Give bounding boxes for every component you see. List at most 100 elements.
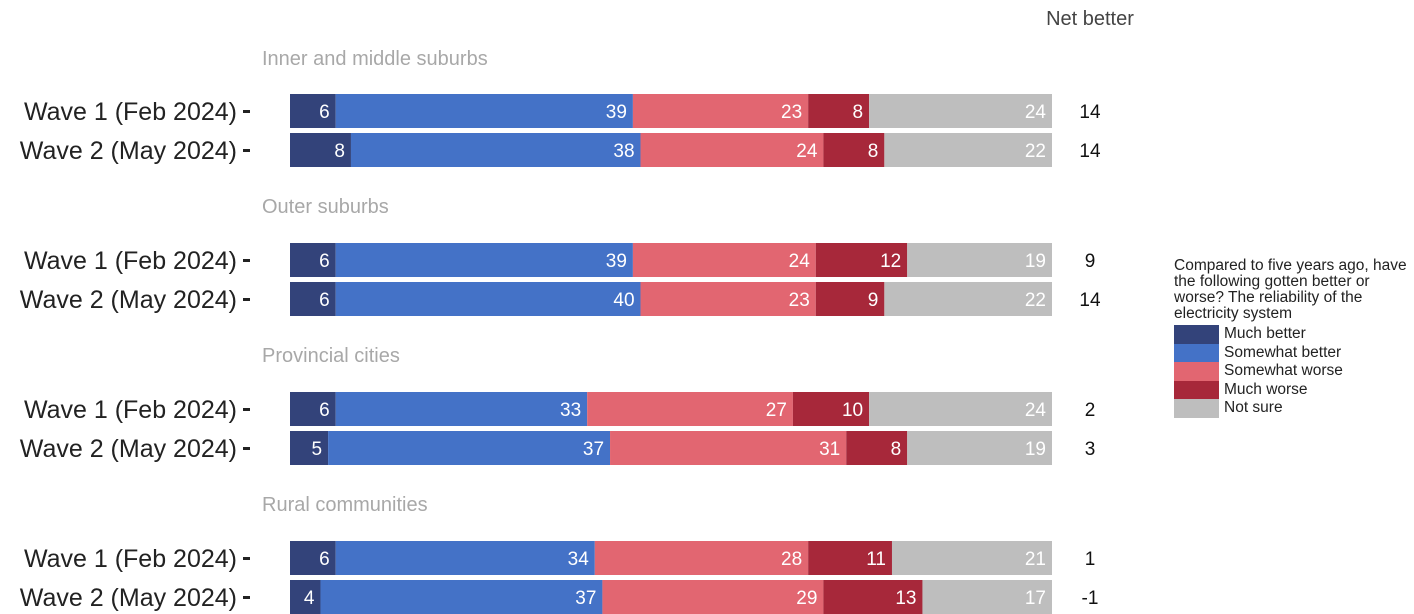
row-label: Wave 2 (May 2024) xyxy=(20,435,237,463)
bar-segment xyxy=(335,282,641,316)
bar-segment xyxy=(290,94,336,128)
segment-value-label: 27 xyxy=(766,400,787,421)
bar-segment xyxy=(884,282,1052,316)
bar-segment xyxy=(922,580,1052,614)
row-label: Wave 1 (Feb 2024) xyxy=(24,247,237,275)
axis-tick xyxy=(243,110,250,113)
legend-title: Compared to five years ago, have the fol… xyxy=(1174,257,1407,322)
legend-swatch xyxy=(1174,362,1219,381)
segment-value-label: 13 xyxy=(895,588,916,609)
row-label: Wave 1 (Feb 2024) xyxy=(24,396,237,424)
legend-item: Somewhat better xyxy=(1174,343,1409,362)
bar-segment xyxy=(815,282,885,316)
segment-value-label: 8 xyxy=(891,439,902,460)
bar-segment xyxy=(328,431,611,465)
bar-segment xyxy=(335,541,595,575)
net-better-value: 14 xyxy=(1079,102,1101,123)
segment-value-label: 4 xyxy=(304,588,315,609)
segment-value-label: 6 xyxy=(319,102,330,123)
segment-value-label: 21 xyxy=(1025,549,1046,570)
segment-value-label: 10 xyxy=(842,400,863,421)
segment-value-label: 6 xyxy=(319,400,330,421)
bar-segment xyxy=(884,133,1052,167)
bar-segment xyxy=(320,580,603,614)
segment-value-label: 23 xyxy=(789,290,810,311)
segment-value-label: 12 xyxy=(880,251,901,272)
bar-segment xyxy=(290,431,329,465)
segment-value-label: 40 xyxy=(613,290,634,311)
bar-segment xyxy=(290,282,336,316)
row-label: Wave 2 (May 2024) xyxy=(20,286,237,314)
legend-swatch xyxy=(1174,399,1219,418)
segment-value-label: 31 xyxy=(819,439,840,460)
segment-value-label: 24 xyxy=(1025,400,1047,421)
bar-segment xyxy=(290,392,336,426)
segment-value-label: 9 xyxy=(868,290,879,311)
axis-tick xyxy=(243,298,250,301)
bar-segment xyxy=(815,243,908,277)
legend-swatch xyxy=(1174,325,1219,344)
bar-segment xyxy=(846,431,908,465)
row-label: Wave 1 (Feb 2024) xyxy=(24,98,237,126)
bar-segment xyxy=(891,541,1052,575)
legend-label: Much better xyxy=(1224,325,1306,343)
bar-segment xyxy=(792,392,870,426)
legend-label: Not sure xyxy=(1224,399,1283,417)
group-title: Rural communities xyxy=(262,494,428,516)
segment-value-label: 17 xyxy=(1025,588,1046,609)
bar-segment xyxy=(335,94,633,128)
legend-swatch xyxy=(1174,343,1219,362)
bar-segment xyxy=(907,431,1052,465)
segment-value-label: 8 xyxy=(334,141,345,162)
segment-value-label: 24 xyxy=(789,251,811,272)
segment-value-label: 22 xyxy=(1025,290,1046,311)
legend-label: Somewhat better xyxy=(1224,343,1342,361)
bar-segment xyxy=(869,392,1052,426)
axis-tick xyxy=(243,557,250,560)
segment-value-label: 19 xyxy=(1025,439,1046,460)
bar-segment xyxy=(632,243,816,277)
bar-segment xyxy=(823,133,885,167)
legend-item: Somewhat worse xyxy=(1174,362,1409,381)
legend-label: Somewhat worse xyxy=(1224,362,1343,380)
net-better-value: 1 xyxy=(1085,549,1096,570)
segment-value-label: 39 xyxy=(606,102,627,123)
legend-label: Much worse xyxy=(1224,380,1308,398)
bar-segment xyxy=(808,94,870,128)
bar-segment xyxy=(640,282,816,316)
bar-segment xyxy=(823,580,923,614)
net-better-value: 14 xyxy=(1079,141,1101,162)
segment-value-label: 34 xyxy=(568,549,590,570)
net-better-value: 2 xyxy=(1085,400,1096,421)
row-label: Wave 2 (May 2024) xyxy=(20,137,237,165)
group-title: Provincial cities xyxy=(262,345,400,367)
net-better-value: -1 xyxy=(1082,588,1099,609)
segment-value-label: 23 xyxy=(781,102,802,123)
axis-tick xyxy=(243,596,250,599)
segment-value-label: 5 xyxy=(312,439,323,460)
axis-tick xyxy=(243,408,250,411)
segment-value-label: 22 xyxy=(1025,141,1046,162)
legend-items: Much better Somewhat better Somewhat worse… xyxy=(1174,325,1409,418)
bar-segment xyxy=(290,541,336,575)
bar-segment xyxy=(335,243,633,277)
bar-segment xyxy=(602,580,824,614)
segment-value-label: 38 xyxy=(613,141,634,162)
segment-value-label: 29 xyxy=(796,588,817,609)
legend-item: Much worse xyxy=(1174,380,1409,399)
bar-segment xyxy=(290,243,336,277)
axis-tick xyxy=(243,259,250,262)
bar-segment xyxy=(610,431,847,465)
segment-value-label: 6 xyxy=(319,549,330,570)
row-label: Wave 1 (Feb 2024) xyxy=(24,545,237,573)
segment-value-label: 24 xyxy=(1025,102,1047,123)
segment-value-label: 8 xyxy=(853,102,864,123)
group-title: Outer suburbs xyxy=(262,196,389,218)
segment-value-label: 33 xyxy=(560,400,581,421)
bar-segment xyxy=(290,133,351,167)
bar-segment xyxy=(350,133,641,167)
segment-value-label: 6 xyxy=(319,290,330,311)
segment-value-label: 37 xyxy=(575,588,596,609)
legend-item: Much better xyxy=(1174,325,1409,344)
